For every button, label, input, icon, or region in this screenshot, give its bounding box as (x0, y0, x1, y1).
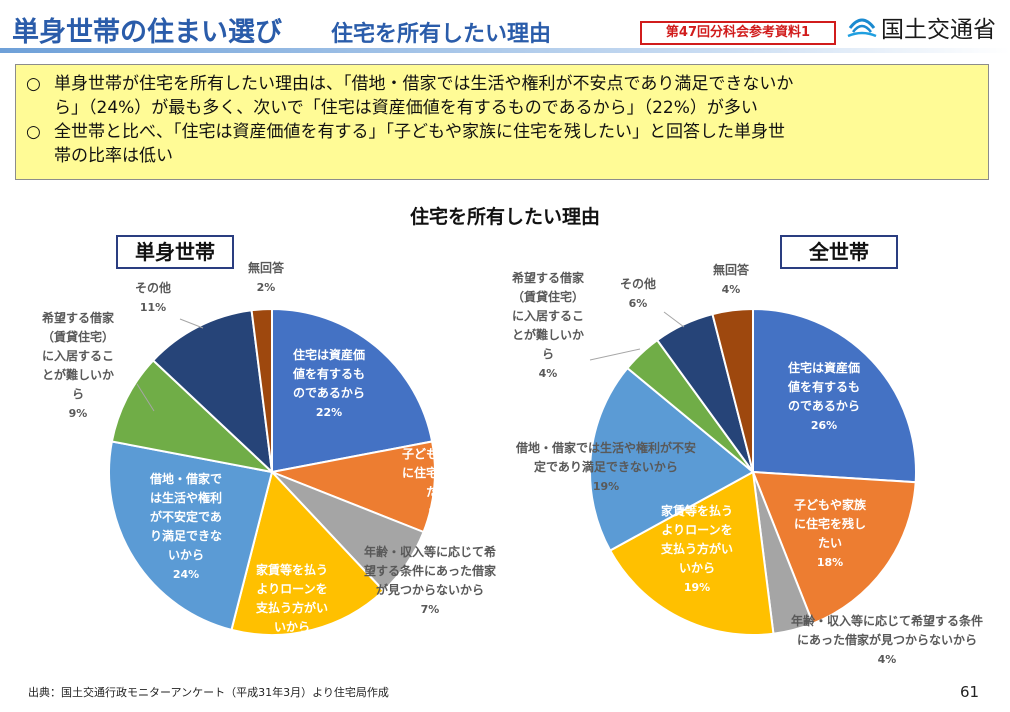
reference-badge: 第47回分科会参考資料1 (640, 21, 836, 45)
mlit-logo-icon (847, 18, 877, 38)
slice-label: 子どもや家族に住宅を残したい 18% (794, 497, 867, 569)
slice-label: 子どもや家族に住宅を残したい 9% (402, 446, 475, 518)
summary-line: ら」（24%）が最も多く、次いで「住宅は資産価値を有するものであるから」（22%… (54, 98, 758, 118)
page-title: 単身世帯の住まい選び (12, 17, 282, 48)
bullet-mark: ○ (26, 74, 41, 94)
page-number: 61 (960, 683, 980, 701)
summary-line: 全世帯と比べ、「住宅は資産価値を有する」「子どもや家族に住宅を残したい」と回答し… (54, 122, 785, 142)
pie-slice (752, 307, 918, 484)
page-subtitle: 住宅を所有したい理由 (331, 22, 552, 47)
bullet-mark: ○ (26, 122, 41, 142)
slice-label: 希望する借家（賃貸住宅）に入居することが難しいから 9% (41, 310, 115, 420)
slice-label: 無回答 4% (713, 262, 750, 296)
pie-slice (588, 366, 755, 552)
slice-label: 借地・借家では生活や権利が不安定であり満足できないから 19% (515, 440, 696, 493)
pie-slice (268, 440, 436, 534)
slice-label: 住宅は資産価値を有するものであるから 22% (292, 347, 365, 419)
slice-label: 住宅は資産価値を有するものであるから 26% (787, 360, 860, 432)
pie-slice (751, 470, 917, 625)
leader-line (136, 383, 155, 412)
slice-label: 年齢・収入等に応じて希望する条件にあった借家が見つからないから 4% (791, 613, 983, 666)
pie-chart: 住宅は資産価値を有するものであるから 26% 子どもや家族に住宅を残したい 18% 年齢… (511, 262, 983, 666)
slice-label: 希望する借家（賃貸住宅）に入居することが難しいから 4% (511, 270, 585, 380)
summary-bullet: ○ 単身世帯が住宅を所有したい理由は、「借地・借家では生活や権利が不安点であり満… (26, 72, 978, 120)
slice-label: 借地・借家では生活や権利が不安定であり満足できないから 24% (149, 471, 222, 581)
slice-label: 家賃等を払うよりローンを支払う方がいいから 16% (255, 562, 328, 653)
pie-slice (230, 469, 385, 637)
header: 単身世帯の住まい選び 住宅を所有したい理由 第47回分科会参考資料1 国土交通省 (0, 0, 1010, 58)
slice-label: 家賃等を払うよりローンを支払う方がいいから 19% (660, 503, 733, 594)
summary-bullet: ○ 全世帯と比べ、「住宅は資産価値を有する」「子どもや家族に住宅を残したい」と回… (26, 120, 978, 168)
slice-label: その他 11% (135, 280, 171, 314)
leader-line (663, 311, 685, 328)
summary-box: ○ 単身世帯が住宅を所有したい理由は、「借地・借家では生活や権利が不安点であり満… (15, 64, 989, 180)
pie-chart: 住宅は資産価値を有するものであるから 22% 子どもや家族に住宅を残したい 9% 年齢・… (41, 260, 497, 653)
slice-label: 年齢・収入等に応じて希望する条件にあった借家が見つからないから 7% (364, 544, 497, 616)
pie-slice (608, 470, 775, 636)
chart-title: 住宅を所有したい理由 (409, 206, 600, 228)
slice-label: 無回答 2% (248, 260, 285, 294)
leader-line (179, 318, 204, 329)
chart-label-all-households: 全世帯 (780, 235, 898, 269)
pie-slice (711, 307, 754, 473)
summary-line: 帯の比率は低い (54, 146, 173, 166)
pie-slice (110, 359, 276, 474)
pie-slice (271, 307, 434, 474)
pie-slice (108, 440, 274, 632)
source-note: 出典：国土交通行政モニターアンケート（平成31年3月）より住宅局作成 (28, 686, 389, 699)
header-divider (0, 48, 1010, 53)
chart-label-single-households: 単身世帯 (116, 235, 234, 269)
org-name: 国土交通省 (881, 17, 996, 43)
leader-line (589, 348, 641, 361)
slice-label: その他 6% (620, 276, 656, 310)
pie-slice (250, 307, 273, 473)
summary-line: 単身世帯が住宅を所有したい理由は、「借地・借家では生活や権利が不安点であり満足で… (54, 74, 794, 94)
pie-slice (151, 309, 274, 475)
